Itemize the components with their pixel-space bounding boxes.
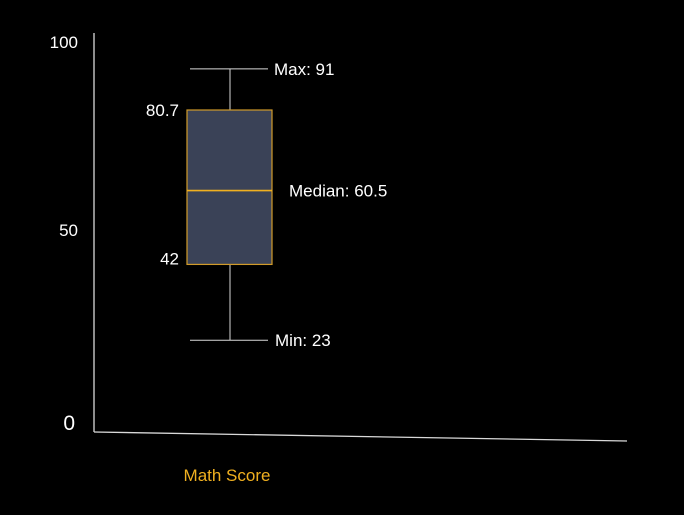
y-tick-label-100: 100 <box>50 33 78 52</box>
max-label: Max: 91 <box>274 60 334 79</box>
y-tick-label-0: 0 <box>63 412 75 435</box>
median-label: Median: 60.5 <box>289 182 387 201</box>
q3-label: 80.7 <box>146 101 179 120</box>
x-axis-line <box>93 431 628 442</box>
x-axis-label: Math Score <box>184 466 271 485</box>
min-label: Min: 23 <box>275 331 331 350</box>
iqr-box <box>186 109 273 266</box>
y-tick-label-50: 50 <box>59 221 78 240</box>
q1-label: 42 <box>160 249 179 268</box>
